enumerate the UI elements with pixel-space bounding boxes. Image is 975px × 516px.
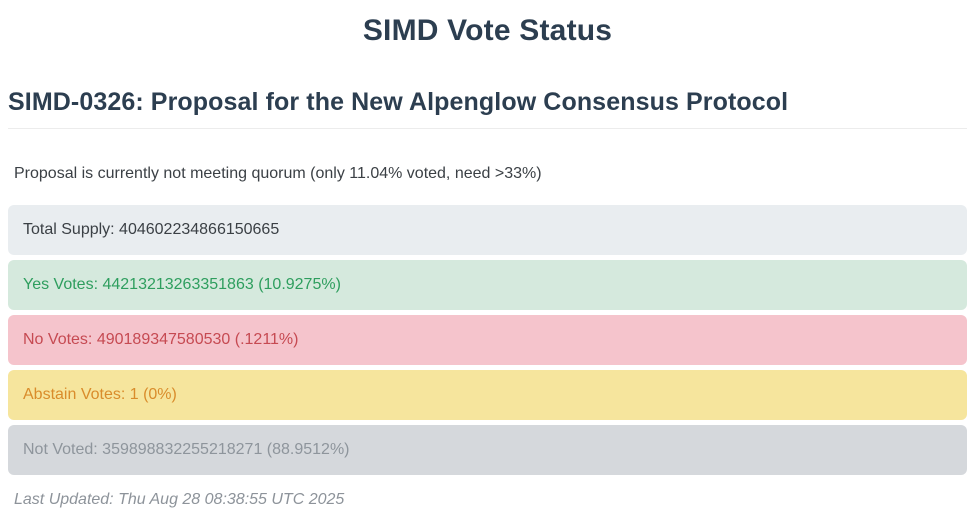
stats-list: Total Supply: 404602234866150665 Yes Vot… bbox=[8, 205, 967, 475]
last-updated-text: Last Updated: Thu Aug 28 08:38:55 UTC 20… bbox=[14, 491, 345, 508]
quorum-status-text: Proposal is currently not meeting quorum… bbox=[14, 165, 542, 182]
stat-bar-no-votes: No Votes: 490189347580530 (.1211%) bbox=[8, 315, 967, 365]
stat-bar-abstain-votes: Abstain Votes: 1 (0%) bbox=[8, 370, 967, 420]
stat-bar-not-voted: Not Voted: 359898832255218271 (88.9512%) bbox=[8, 425, 967, 475]
stat-bar-total-supply: Total Supply: 404602234866150665 bbox=[8, 205, 967, 255]
page-title: SIMD Vote Status bbox=[362, 14, 613, 47]
proposal-heading: SIMD-0326: Proposal for the New Alpenglo… bbox=[8, 88, 967, 129]
stat-bar-yes-votes: Yes Votes: 44213213263351863 (10.9275%) bbox=[8, 260, 967, 310]
vote-status-page: SIMD Vote Status SIMD-0326: Proposal for… bbox=[8, 14, 967, 509]
